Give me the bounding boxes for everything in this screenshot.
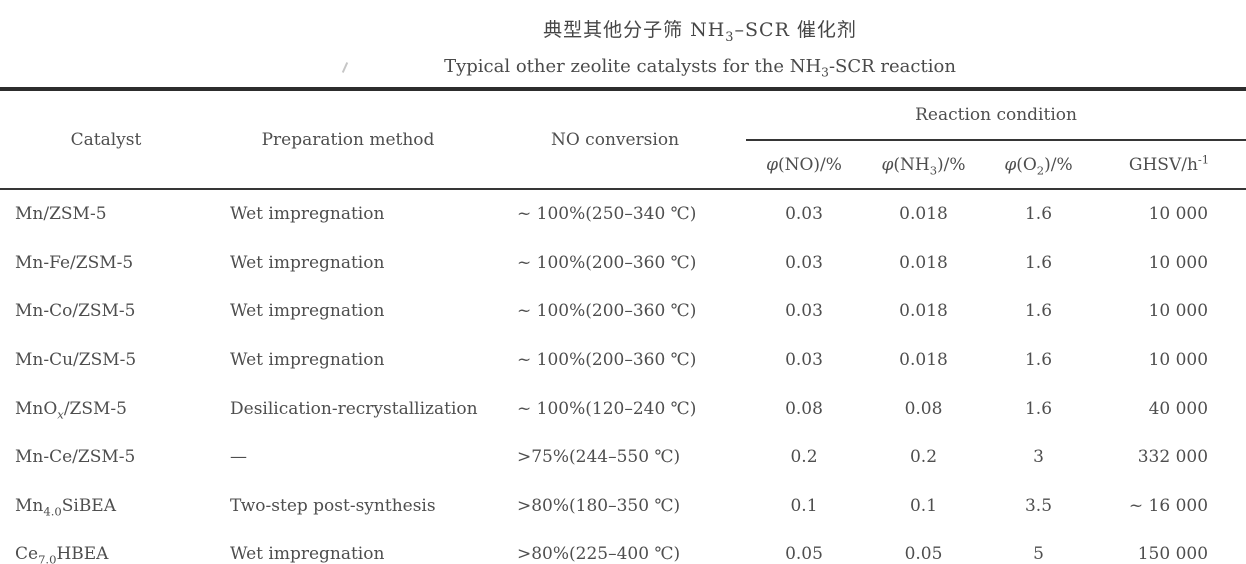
table-header: Catalyst Preparation method NO conversio… [0, 89, 1246, 190]
cell-phi-no: 0.03 [785, 350, 823, 371]
cell-no-conversion: ~ 100%(120–240 ℃) [517, 398, 697, 419]
cell-no-conversion: >75%(244–550 ℃) [517, 447, 681, 468]
cell-ghsv: 150 000 [1137, 544, 1209, 564]
cell-preparation: Wet impregnation [230, 252, 385, 273]
col-header-no-conversion: NO conversion [484, 89, 746, 190]
cell-phi-nh3: 0.018 [899, 204, 948, 225]
cell-phi-no: 0.05 [785, 544, 823, 564]
cell-catalyst: Mn-Co/ZSM-5 [15, 301, 136, 322]
col-header-preparation: Preparation method [212, 89, 484, 190]
cell-no-conversion: ~ 100%(200–360 ℃) [517, 252, 697, 273]
cell-phi-no: 0.03 [785, 301, 823, 322]
cell-phi-o2: 1.6 [1024, 252, 1053, 273]
cell-no-conversion: >80%(180–350 ℃) [517, 495, 681, 516]
cell-ghsv: 40 000 [1148, 398, 1209, 419]
header-row-main: Catalyst Preparation method NO conversio… [0, 89, 1246, 190]
cell-phi-o2: 1.6 [1024, 301, 1053, 322]
cell-ghsv: 10 000 [1148, 301, 1209, 322]
cell-ghsv: 10 000 [1148, 252, 1209, 273]
col-header-reaction-condition: Reaction condition [746, 89, 1246, 141]
cell-phi-o2: 1.6 [1024, 204, 1053, 225]
cell-phi-no: 0.1 [790, 495, 818, 516]
cell-catalyst: Mn-Cu/ZSM-5 [15, 350, 137, 371]
table-row: Mn/ZSM-5 Wet impregnation ~ 100%(250–340 ℃… [0, 189, 1246, 239]
cell-phi-no: 0.03 [785, 204, 823, 225]
table-row: Mn-Cu/ZSM-5 Wet impregnation ~ 100%(200–36… [0, 336, 1246, 385]
cell-ghsv: ~ 16 000 [1128, 495, 1209, 516]
cell-ghsv: 332 000 [1137, 447, 1209, 468]
table-body: Mn/ZSM-5 Wet impregnation ~ 100%(250–340 ℃… [0, 189, 1246, 564]
cell-phi-nh3: 0.018 [899, 301, 948, 322]
caption-english: Typical other zeolite catalysts for the … [444, 56, 956, 80]
col-header-ghsv: GHSV/h-1 [1092, 140, 1246, 190]
cell-catalyst: Ce7.0HBEA [15, 544, 109, 564]
cell-catalyst: MnOx/ZSM-5 [15, 398, 127, 422]
cell-phi-o2: 1.6 [1024, 350, 1053, 371]
cell-phi-nh3: 0.018 [899, 252, 948, 273]
cell-phi-no: 0.03 [785, 252, 823, 273]
cell-preparation: Wet impregnation [230, 544, 385, 564]
col-header-phi-no: φ(NO)/% [746, 140, 862, 190]
cell-catalyst: Mn-Fe/ZSM-5 [15, 252, 134, 273]
cell-preparation: Wet impregnation [230, 204, 385, 225]
table-row: Mn-Co/ZSM-5 Wet impregnation ~ 100%(200–36… [0, 287, 1246, 336]
table-row: Mn-Ce/ZSM-5 — >75%(244–550 ℃) 0.2 0.2 3 332 00… [0, 433, 1246, 482]
cell-ghsv: 10 000 [1148, 204, 1209, 225]
cell-phi-nh3: 0.1 [909, 495, 938, 516]
cell-preparation: Wet impregnation [230, 350, 385, 371]
cell-catalyst: Mn/ZSM-5 [15, 204, 107, 225]
table-caption: 典型其他分子筛 NH3–SCR 催化剂 Typical other zeolit… [0, 0, 1246, 79]
cell-catalyst: Mn-Ce/ZSM-5 [15, 447, 136, 468]
table-row: Ce7.0HBEA Wet impregnation >80%(225–400 ℃)… [0, 530, 1246, 564]
cell-no-conversion: ~ 100%(250–340 ℃) [517, 204, 697, 225]
cell-preparation: Two-step post-synthesis [230, 495, 436, 516]
cell-phi-o2: 3 [1033, 447, 1044, 468]
cell-catalyst: Mn4.0SiBEA [15, 495, 116, 519]
cell-phi-nh3: 0.2 [909, 447, 938, 468]
cell-phi-o2: 5 [1033, 544, 1044, 564]
cell-phi-nh3: 0.05 [904, 544, 943, 564]
cell-preparation: — [230, 447, 247, 468]
cell-phi-nh3: 0.08 [904, 398, 943, 419]
col-header-catalyst: Catalyst [0, 89, 212, 190]
cell-phi-nh3: 0.018 [899, 350, 948, 371]
cell-no-conversion: ~ 100%(200–360 ℃) [517, 350, 697, 371]
table-row: Mn4.0SiBEA Two-step post-synthesis >80%(18… [0, 482, 1246, 531]
cell-phi-no: 0.08 [785, 398, 823, 419]
cell-no-conversion: ~ 100%(200–360 ℃) [517, 301, 697, 322]
cell-phi-o2: 1.6 [1024, 398, 1053, 419]
cell-preparation: Desilication-recrystallization [230, 398, 478, 419]
catalyst-table: Catalyst Preparation method NO conversio… [0, 87, 1246, 564]
table-row: Mn-Fe/ZSM-5 Wet impregnation ~ 100%(200–36… [0, 239, 1246, 288]
cell-ghsv: 10 000 [1148, 350, 1209, 371]
table-row: MnOx/ZSM-5 Desilication-recrystallization… [0, 384, 1246, 433]
col-header-phi-nh3: φ(NH3)/% [862, 140, 985, 190]
cell-no-conversion: >80%(225–400 ℃) [517, 544, 681, 564]
cell-phi-no: 0.2 [790, 447, 818, 468]
cell-phi-o2: 3.5 [1024, 495, 1053, 516]
col-header-phi-o2: φ(O2)/% [985, 140, 1092, 190]
cell-preparation: Wet impregnation [230, 301, 385, 322]
header-row-sub: φ(NO)/% φ(NH3)/% φ(O2)/% GHSV/h-1 [0, 140, 1246, 190]
caption-chinese: 典型其他分子筛 NH3–SCR 催化剂 [543, 19, 857, 45]
